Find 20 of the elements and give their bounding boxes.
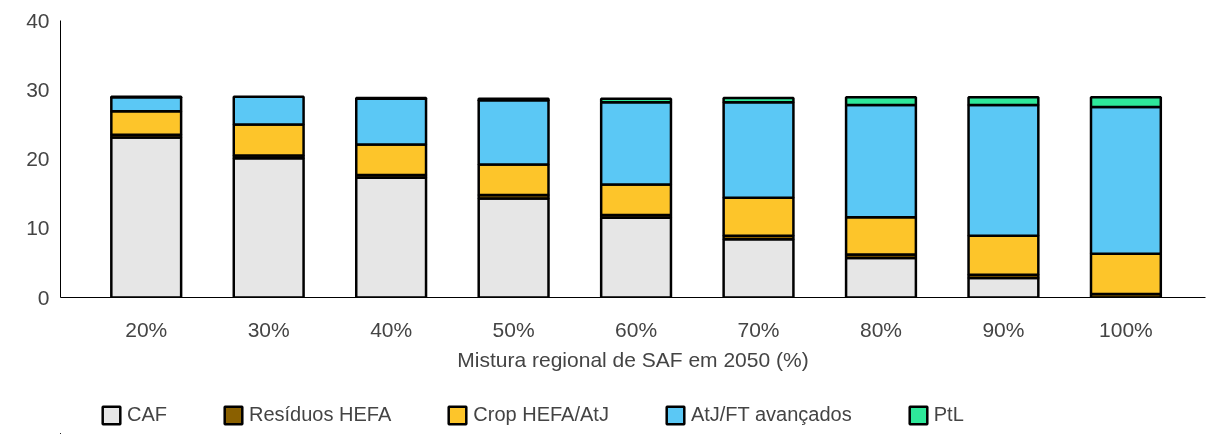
legend-label: AtJ/FT avançados [690,403,852,426]
legend-label: Resíduos HEFA [249,403,392,426]
y-tick-label: 30 [26,77,50,101]
x-axis-title: Mistura regional de SAF em 2050 (%) [457,347,809,371]
x-tick-label: 20% [125,317,168,341]
x-tick-label: 60% [615,317,658,341]
x-tick-label: 50% [492,317,535,341]
x-tick-label: 100% [1099,317,1153,341]
x-tick-label: 80% [859,317,902,341]
x-tick-label: 40% [370,317,413,341]
x-tick-label: 90% [982,317,1025,341]
x-tick-label: 30% [247,317,290,341]
y-tick-label: 40 [26,8,50,32]
legend-label: CAF [127,403,167,426]
y-tick-label: 0 [37,285,50,309]
y-tick-label: 10 [26,216,50,240]
y-tick-label: 20 [26,147,50,170]
legend-label: Crop HEFA/AtJ [473,403,609,426]
x-tick-label: 70% [737,317,780,341]
legend-label: PtL [933,403,964,426]
